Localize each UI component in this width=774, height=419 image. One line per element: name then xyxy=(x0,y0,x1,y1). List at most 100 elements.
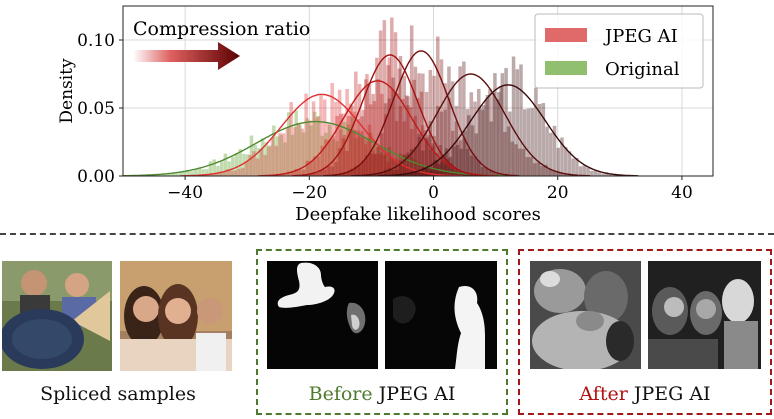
histogram-bar xyxy=(286,171,291,176)
histogram-bar xyxy=(417,162,421,176)
histogram-bar xyxy=(324,132,328,176)
spliced-samples-caption: Spliced samples xyxy=(40,383,196,405)
histogram-bar xyxy=(480,167,485,176)
histogram-bar xyxy=(390,17,394,176)
histogram-bar xyxy=(477,160,481,176)
histogram-bar xyxy=(402,75,406,176)
histogram-bar xyxy=(308,120,312,176)
histogram-bar xyxy=(462,174,466,176)
histogram-bar xyxy=(593,170,598,176)
histogram-bar xyxy=(319,170,323,176)
histogram-bar xyxy=(522,109,527,176)
histogram-bar xyxy=(352,111,357,176)
histogram-bar xyxy=(391,89,395,176)
histogram-bar xyxy=(301,132,306,176)
histogram-bar xyxy=(361,136,366,176)
histogram-bar xyxy=(555,170,559,176)
histogram-bar xyxy=(436,36,440,176)
histogram-bar xyxy=(222,172,226,176)
histogram-bar xyxy=(156,174,161,176)
histogram-bar xyxy=(264,142,269,176)
histogram-bar xyxy=(242,153,246,176)
histogram-bar xyxy=(241,167,245,176)
histogram-bar xyxy=(386,161,390,176)
histogram-bar xyxy=(421,125,425,176)
histogram-bar xyxy=(485,94,490,176)
histogram-bar xyxy=(575,158,579,176)
histogram-bar xyxy=(409,157,414,176)
histogram-bar xyxy=(182,172,187,176)
histogram-bar xyxy=(305,160,310,176)
histogram-bar xyxy=(567,151,572,176)
spliced-sample-umbrella-photo xyxy=(2,261,112,371)
histogram-bar xyxy=(331,136,336,176)
histogram-bar xyxy=(439,59,444,176)
histogram-bar xyxy=(496,92,501,176)
histogram-bar xyxy=(368,132,373,176)
histogram-bar xyxy=(470,125,475,176)
histogram-bar xyxy=(275,136,280,176)
histogram-bar xyxy=(422,167,426,176)
after-mask-2 xyxy=(648,261,761,369)
histogram-bar xyxy=(500,73,505,176)
histogram-bar xyxy=(447,66,451,176)
histogram-bar xyxy=(549,132,553,176)
histogram-bar xyxy=(368,153,373,176)
histogram-bar xyxy=(365,155,369,176)
histogram-bar xyxy=(301,169,306,176)
histogram-bar xyxy=(363,79,368,176)
histogram-bar xyxy=(361,109,366,176)
histogram-bar xyxy=(428,149,433,176)
legend-swatch-jpeg-ai xyxy=(545,28,587,42)
histogram-bar xyxy=(300,128,305,176)
histogram-bar xyxy=(511,56,516,176)
histogram-bar xyxy=(452,146,456,176)
histogram-bar xyxy=(283,173,287,176)
histogram-bar xyxy=(462,61,466,176)
histogram-bar xyxy=(536,162,541,176)
histogram-bar xyxy=(469,155,474,176)
histogram-bar xyxy=(454,171,459,176)
histogram-bar xyxy=(473,156,477,176)
histogram-bar xyxy=(167,172,172,176)
histogram-bar xyxy=(450,167,455,176)
histogram-bar xyxy=(368,174,373,176)
histogram-bar xyxy=(387,146,392,176)
histogram-bar xyxy=(391,159,395,176)
histogram-bar xyxy=(395,158,399,176)
histogram-bar xyxy=(387,98,392,176)
histogram-bar xyxy=(223,153,228,176)
histogram-bar xyxy=(178,171,183,176)
histogram-bar xyxy=(253,144,257,176)
histogram-bar xyxy=(378,154,383,176)
histogram-bar xyxy=(361,160,366,176)
x-axis-label: Deepfake likelihood scores xyxy=(295,204,541,225)
section-divider xyxy=(0,233,774,235)
y-tick-label: 0.05 xyxy=(77,99,115,119)
histogram-bar xyxy=(424,137,429,176)
histogram-bar xyxy=(491,92,496,176)
after-word: After xyxy=(579,383,628,405)
histogram-bar xyxy=(465,173,470,176)
legend-swatch-original xyxy=(545,61,587,75)
histogram-bar xyxy=(413,115,418,176)
histogram-bar xyxy=(281,133,286,176)
histogram-bar xyxy=(604,172,609,176)
histogram-bar xyxy=(234,152,239,176)
histogram-bar xyxy=(440,156,445,176)
histogram-bar xyxy=(395,93,399,176)
histogram-bar xyxy=(375,153,379,176)
histogram-series xyxy=(361,61,582,176)
histogram-bar xyxy=(350,168,354,176)
histogram-bar xyxy=(267,146,271,176)
y-axis-label: Density xyxy=(57,58,77,124)
histogram-bar xyxy=(514,144,518,176)
histogram-bar xyxy=(354,71,358,176)
histogram-bar xyxy=(439,161,444,176)
histogram-bar xyxy=(418,171,423,176)
histogram-bar xyxy=(339,114,343,176)
histogram-bar xyxy=(296,122,301,176)
histogram-bar xyxy=(551,170,556,176)
histogram-bar xyxy=(408,107,413,176)
before-mask-2 xyxy=(385,261,497,369)
